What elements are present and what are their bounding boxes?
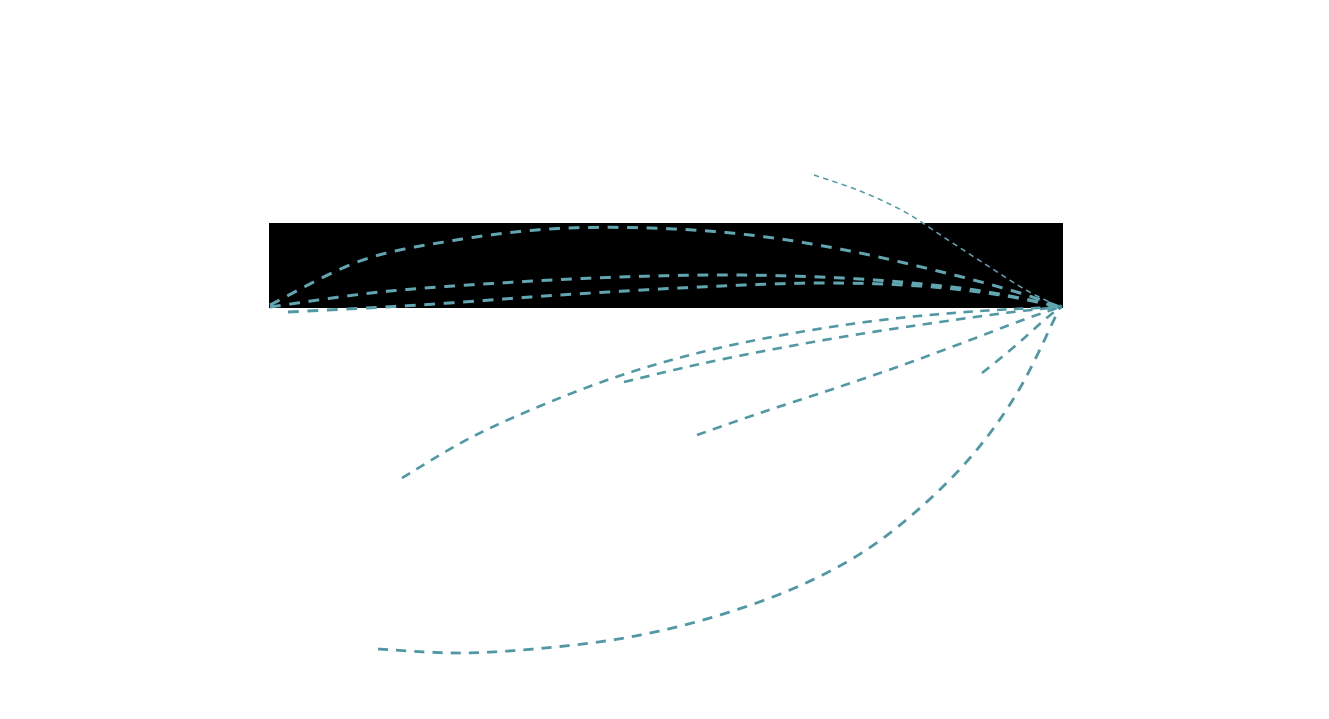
arc-arc-8-short-stub: [981, 306, 1061, 375]
arc-arc-8-short-stub: [1056, 306, 1061, 308]
arc-arc-5-deep-left-sweep: [401, 305, 1061, 480]
arc-arc-6-mid-shallow: [623, 305, 1061, 384]
arc-arc-4-low-crest: [337, 281, 1061, 308]
arc-arc-7-lower-shallow: [696, 305, 1061, 437]
arc-arc-9-large-bottom-sweep: [377, 306, 1062, 655]
arc-group-overlay: [269, 223, 1062, 308]
arc-arc-5-deep-left-sweep: [1008, 305, 1061, 308]
arc-arc-7-lower-shallow: [1053, 305, 1061, 308]
black-overlay-band: [269, 223, 1063, 308]
arc-arc-1-top-descending: [921, 223, 1061, 308]
arc-arc-9-large-bottom-sweep: [1057, 306, 1062, 308]
convergence-point: [1057, 304, 1063, 310]
arc-arc-3-mid-left-crest: [269, 273, 1061, 308]
arc-arc-2-long-left-crest: [269, 225, 1061, 308]
arc-arc-6-mid-shallow: [1037, 305, 1061, 308]
